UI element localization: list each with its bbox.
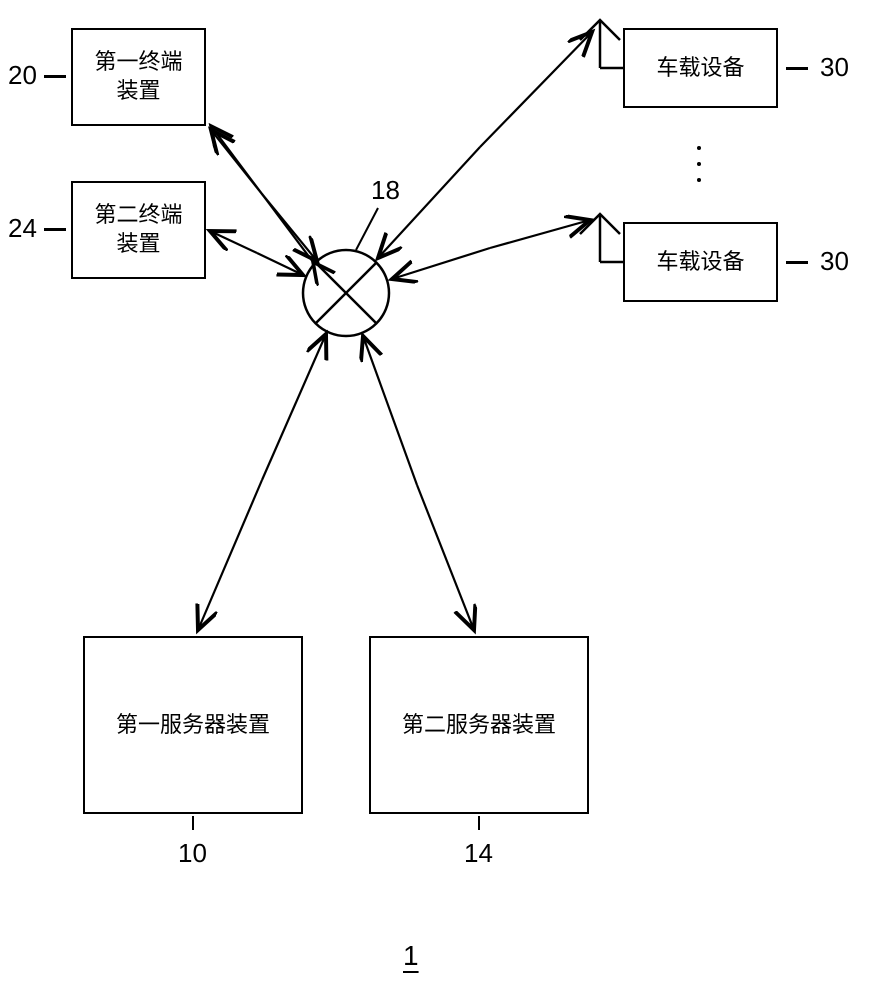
edge-server2: [363, 336, 474, 630]
antenna1-icon: [580, 20, 623, 68]
device1-label: 车载设备: [656, 54, 744, 83]
arrows-svg: [0, 0, 878, 1000]
device2-label: 车载设备: [656, 248, 744, 277]
figure-label: 1: [403, 940, 419, 972]
device2-box: 车载设备: [623, 222, 778, 302]
edge-device1: [378, 32, 592, 258]
server2-box: 第二服务器装置: [369, 636, 589, 814]
edge-device2: [392, 220, 590, 279]
device1-ref: 30: [820, 52, 849, 83]
diagram-svg: [0, 0, 878, 1000]
server1-ref: 10: [178, 838, 207, 869]
ellipsis-icon: [697, 140, 701, 188]
edge-server1: [198, 334, 326, 630]
server2-ref: 14: [464, 838, 493, 869]
server1-tick: [192, 816, 194, 830]
terminal1-label: 第一终端装置: [94, 48, 182, 105]
terminal2-box: 第二终端装置: [71, 181, 206, 279]
terminal2-label: 第二终端装置: [94, 201, 182, 258]
hub-node: [303, 250, 389, 336]
edge-terminal2: [210, 231, 303, 275]
server1-label: 第一服务器装置: [116, 711, 270, 740]
server2-label: 第二服务器装置: [402, 711, 556, 740]
edge-terminal1: [211, 130, 317, 261]
server2-tick: [478, 816, 480, 830]
device2-dash: [786, 261, 808, 264]
edge-hub-terminal1: [211, 126, 313, 262]
terminal1-ref: 20: [8, 60, 37, 91]
device1-dash: [786, 67, 808, 70]
server1-box: 第一服务器装置: [83, 636, 303, 814]
device2-ref: 30: [820, 246, 849, 277]
terminal1-box: 第一终端装置: [71, 28, 206, 126]
antenna2-icon: [580, 214, 623, 262]
terminal1-dash: [44, 75, 66, 78]
terminal2-dash: [44, 228, 66, 231]
hub-ref: 18: [371, 175, 400, 206]
device1-box: 车载设备: [623, 28, 778, 108]
terminal2-ref: 24: [8, 213, 37, 244]
